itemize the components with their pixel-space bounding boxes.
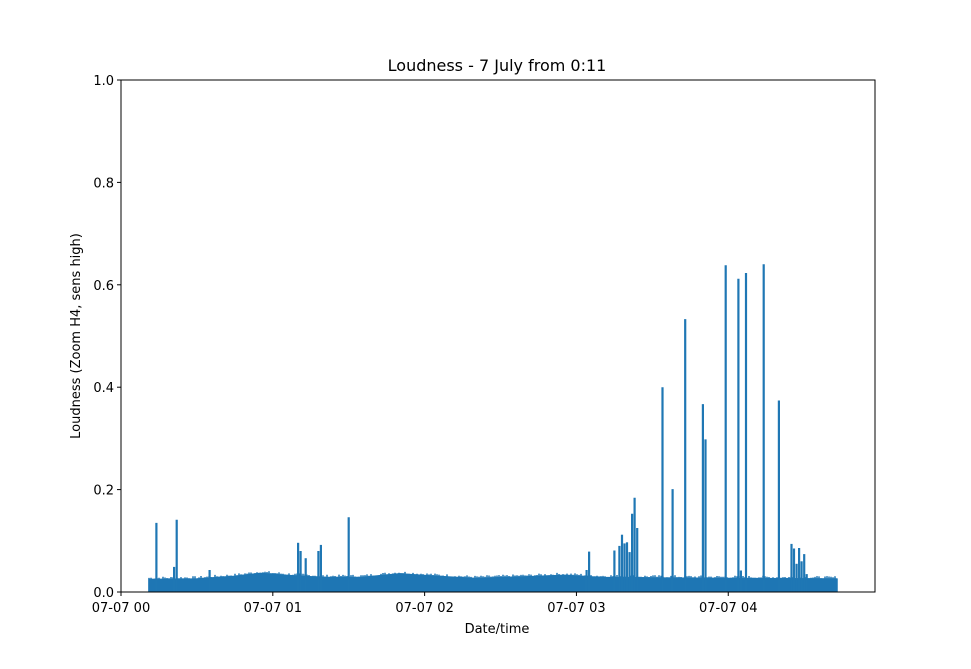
x-tick-label-2: 07-07 02 (395, 601, 453, 616)
y-tick-label-4: 0.8 (93, 176, 114, 191)
x-tick-label-1: 07-07 01 (244, 601, 302, 616)
x-axis-label: Date/time (465, 622, 530, 637)
x-tick-label-3: 07-07 03 (547, 601, 605, 616)
y-axis: 0.0 0.2 0.4 0.6 0.8 1.0 (93, 74, 121, 601)
x-tick-label-0: 07-07 00 (92, 601, 150, 616)
y-axis-label: Loudness (Zoom H4, sens high) (69, 233, 84, 439)
series-layer (148, 264, 838, 593)
x-tick-label-4: 07-07 04 (699, 601, 757, 616)
x-axis: 07-07 00 07-07 01 07-07 02 07-07 03 07-07 04 (92, 592, 757, 616)
plot-frame (120, 79, 876, 593)
chart-title: Loudness - 7 July from 0:11 (388, 56, 607, 75)
y-tick-label-2: 0.4 (93, 381, 114, 396)
y-tick-label-3: 0.6 (93, 279, 114, 294)
y-tick-label-0: 0.0 (93, 586, 114, 601)
y-tick-label-5: 1.0 (93, 74, 114, 89)
y-tick-label-1: 0.2 (93, 484, 114, 499)
